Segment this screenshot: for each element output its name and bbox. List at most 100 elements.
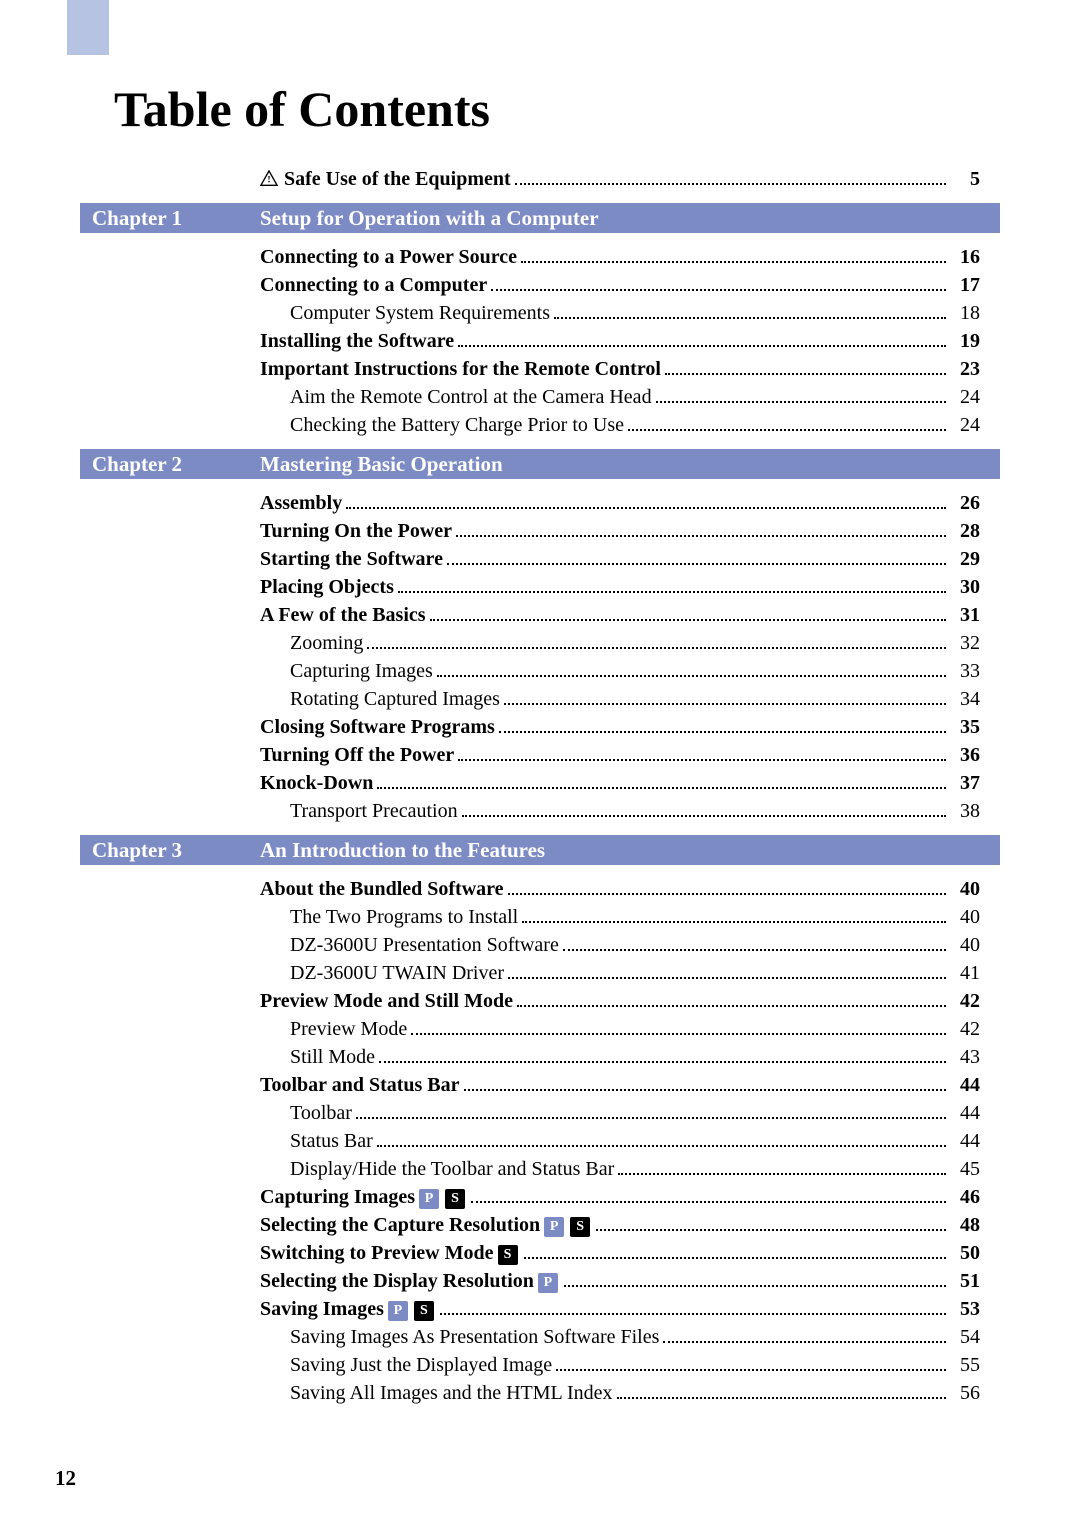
toc-page: 54 xyxy=(950,1323,980,1351)
toc-entry: Toolbar and Status Bar44 xyxy=(260,1071,980,1099)
toc-page: 17 xyxy=(950,271,980,299)
leader-dots xyxy=(440,1313,946,1315)
toc-entry: Capturing Images P S 46 xyxy=(260,1183,980,1211)
toc-label: Switching to Preview Mode xyxy=(260,1239,494,1267)
chapter-bar-2: Chapter 2 Mastering Basic Operation xyxy=(80,449,1000,479)
toc-entry: Saving Images P S 53 xyxy=(260,1295,980,1323)
toc-entry: Installing the Software19 xyxy=(260,327,980,355)
toc-entry: Selecting the Capture Resolution P S 48 xyxy=(260,1211,980,1239)
toc-page: 37 xyxy=(950,769,980,797)
toc-entry: Display/Hide the Toolbar and Status Bar4… xyxy=(260,1155,980,1183)
svg-text:!: ! xyxy=(267,175,270,186)
chapter-bar-1: Chapter 1 Setup for Operation with a Com… xyxy=(80,203,1000,233)
toc-entry: Closing Software Programs35 xyxy=(260,713,980,741)
leader-dots xyxy=(515,183,946,185)
leader-dots xyxy=(504,703,946,705)
toc-label: DZ-3600U TWAIN Driver xyxy=(290,959,504,987)
leader-dots xyxy=(379,1061,946,1063)
toc-entry: Preview Mode and Still Mode42 xyxy=(260,987,980,1015)
toc-entry: Placing Objects 30 xyxy=(260,573,980,601)
toc-entry: A Few of the Basics31 xyxy=(260,601,980,629)
toc-entry: DZ-3600U TWAIN Driver 41 xyxy=(260,959,980,987)
toc-label: Connecting to a Computer xyxy=(260,271,487,299)
leader-dots xyxy=(499,731,946,733)
toc-page: 50 xyxy=(950,1239,980,1267)
toc-entry: Saving Just the Displayed Image55 xyxy=(260,1351,980,1379)
toc-label: Saving All Images and the HTML Index xyxy=(290,1379,613,1407)
toc-label: Capturing Images xyxy=(260,1183,415,1211)
toc-page: 18 xyxy=(950,299,980,327)
chapter-number: Chapter 3 xyxy=(80,838,260,863)
toc-label: Aim the Remote Control at the Camera Hea… xyxy=(290,383,652,411)
toc-entry: Turning Off the Power 36 xyxy=(260,741,980,769)
chapter-bar-3: Chapter 3 An Introduction to the Feature… xyxy=(80,835,1000,865)
leader-dots xyxy=(596,1229,946,1231)
toc-page: 30 xyxy=(950,573,980,601)
toc-entry: Switching to Preview Mode S 50 xyxy=(260,1239,980,1267)
toc-page: 56 xyxy=(950,1379,980,1407)
toc-page: 28 xyxy=(950,517,980,545)
leader-dots xyxy=(437,675,946,677)
toc-label: The Two Programs to Install xyxy=(290,903,518,931)
toc-page: 46 xyxy=(950,1183,980,1211)
p-badge-icon: P xyxy=(388,1301,408,1321)
leader-dots xyxy=(447,563,946,565)
leader-dots xyxy=(367,647,946,649)
page-title: Table of Contents xyxy=(114,80,490,138)
toc-label: Toolbar and Status Bar xyxy=(260,1071,460,1099)
toc-label: Placing Objects xyxy=(260,573,394,601)
toc-page: 55 xyxy=(950,1351,980,1379)
leader-dots xyxy=(628,429,946,431)
toc-label: DZ-3600U Presentation Software xyxy=(290,931,559,959)
toc-label: Toolbar xyxy=(290,1099,352,1127)
s-badge-icon: S xyxy=(445,1189,465,1209)
toc-page: 24 xyxy=(950,411,980,439)
leader-dots xyxy=(521,261,946,263)
toc-label: Transport Precaution xyxy=(290,797,458,825)
toc-page: 44 xyxy=(950,1127,980,1155)
toc-entry: Selecting the Display Resolution P 51 xyxy=(260,1267,980,1295)
toc-page: 41 xyxy=(950,959,980,987)
toc-entry: Important Instructions for the Remote Co… xyxy=(260,355,980,383)
toc-entry-safe-use: ! Safe Use of the Equipment 5 xyxy=(260,165,980,193)
toc-entry: Saving All Images and the HTML Index 56 xyxy=(260,1379,980,1407)
toc-label: Connecting to a Power Source xyxy=(260,243,517,271)
toc-page: 42 xyxy=(950,987,980,1015)
toc-page: 40 xyxy=(950,931,980,959)
toc-label: About the Bundled Software xyxy=(260,875,504,903)
leader-dots xyxy=(456,535,946,537)
toc-label: Starting the Software xyxy=(260,545,443,573)
s-badge-icon: S xyxy=(414,1301,434,1321)
toc-page: 36 xyxy=(950,741,980,769)
toc-entry: Computer System Requirements18 xyxy=(260,299,980,327)
leader-dots xyxy=(464,1089,946,1091)
toc-entry: Knock-Down37 xyxy=(260,769,980,797)
toc-page: 31 xyxy=(950,601,980,629)
toc-page: 5 xyxy=(950,165,980,193)
toc-entry: Still Mode43 xyxy=(260,1043,980,1071)
leader-dots xyxy=(491,289,946,291)
toc-entry: About the Bundled Software 40 xyxy=(260,875,980,903)
toc-page: 32 xyxy=(950,629,980,657)
toc-page: 48 xyxy=(950,1211,980,1239)
leader-dots xyxy=(554,317,946,319)
toc-entry: Connecting to a Power Source16 xyxy=(260,243,980,271)
leader-dots xyxy=(665,373,946,375)
toc-label: Turning Off the Power xyxy=(260,741,454,769)
toc-entry: Turning On the Power28 xyxy=(260,517,980,545)
toc-page: 34 xyxy=(950,685,980,713)
toc-page: 45 xyxy=(950,1155,980,1183)
toc-page: 40 xyxy=(950,875,980,903)
toc-label: Preview Mode xyxy=(290,1015,407,1043)
leader-dots xyxy=(398,591,946,593)
toc-entry: Connecting to a Computer 17 xyxy=(260,271,980,299)
toc-page: 19 xyxy=(950,327,980,355)
leader-dots xyxy=(346,507,946,509)
leader-dots xyxy=(522,921,946,923)
toc-entry: Zooming32 xyxy=(260,629,980,657)
toc-label: Safe Use of the Equipment xyxy=(284,165,511,193)
toc-label: Rotating Captured Images xyxy=(290,685,500,713)
toc-entry: Rotating Captured Images 34 xyxy=(260,685,980,713)
toc-entry: Transport Precaution38 xyxy=(260,797,980,825)
s-badge-icon: S xyxy=(498,1245,518,1265)
